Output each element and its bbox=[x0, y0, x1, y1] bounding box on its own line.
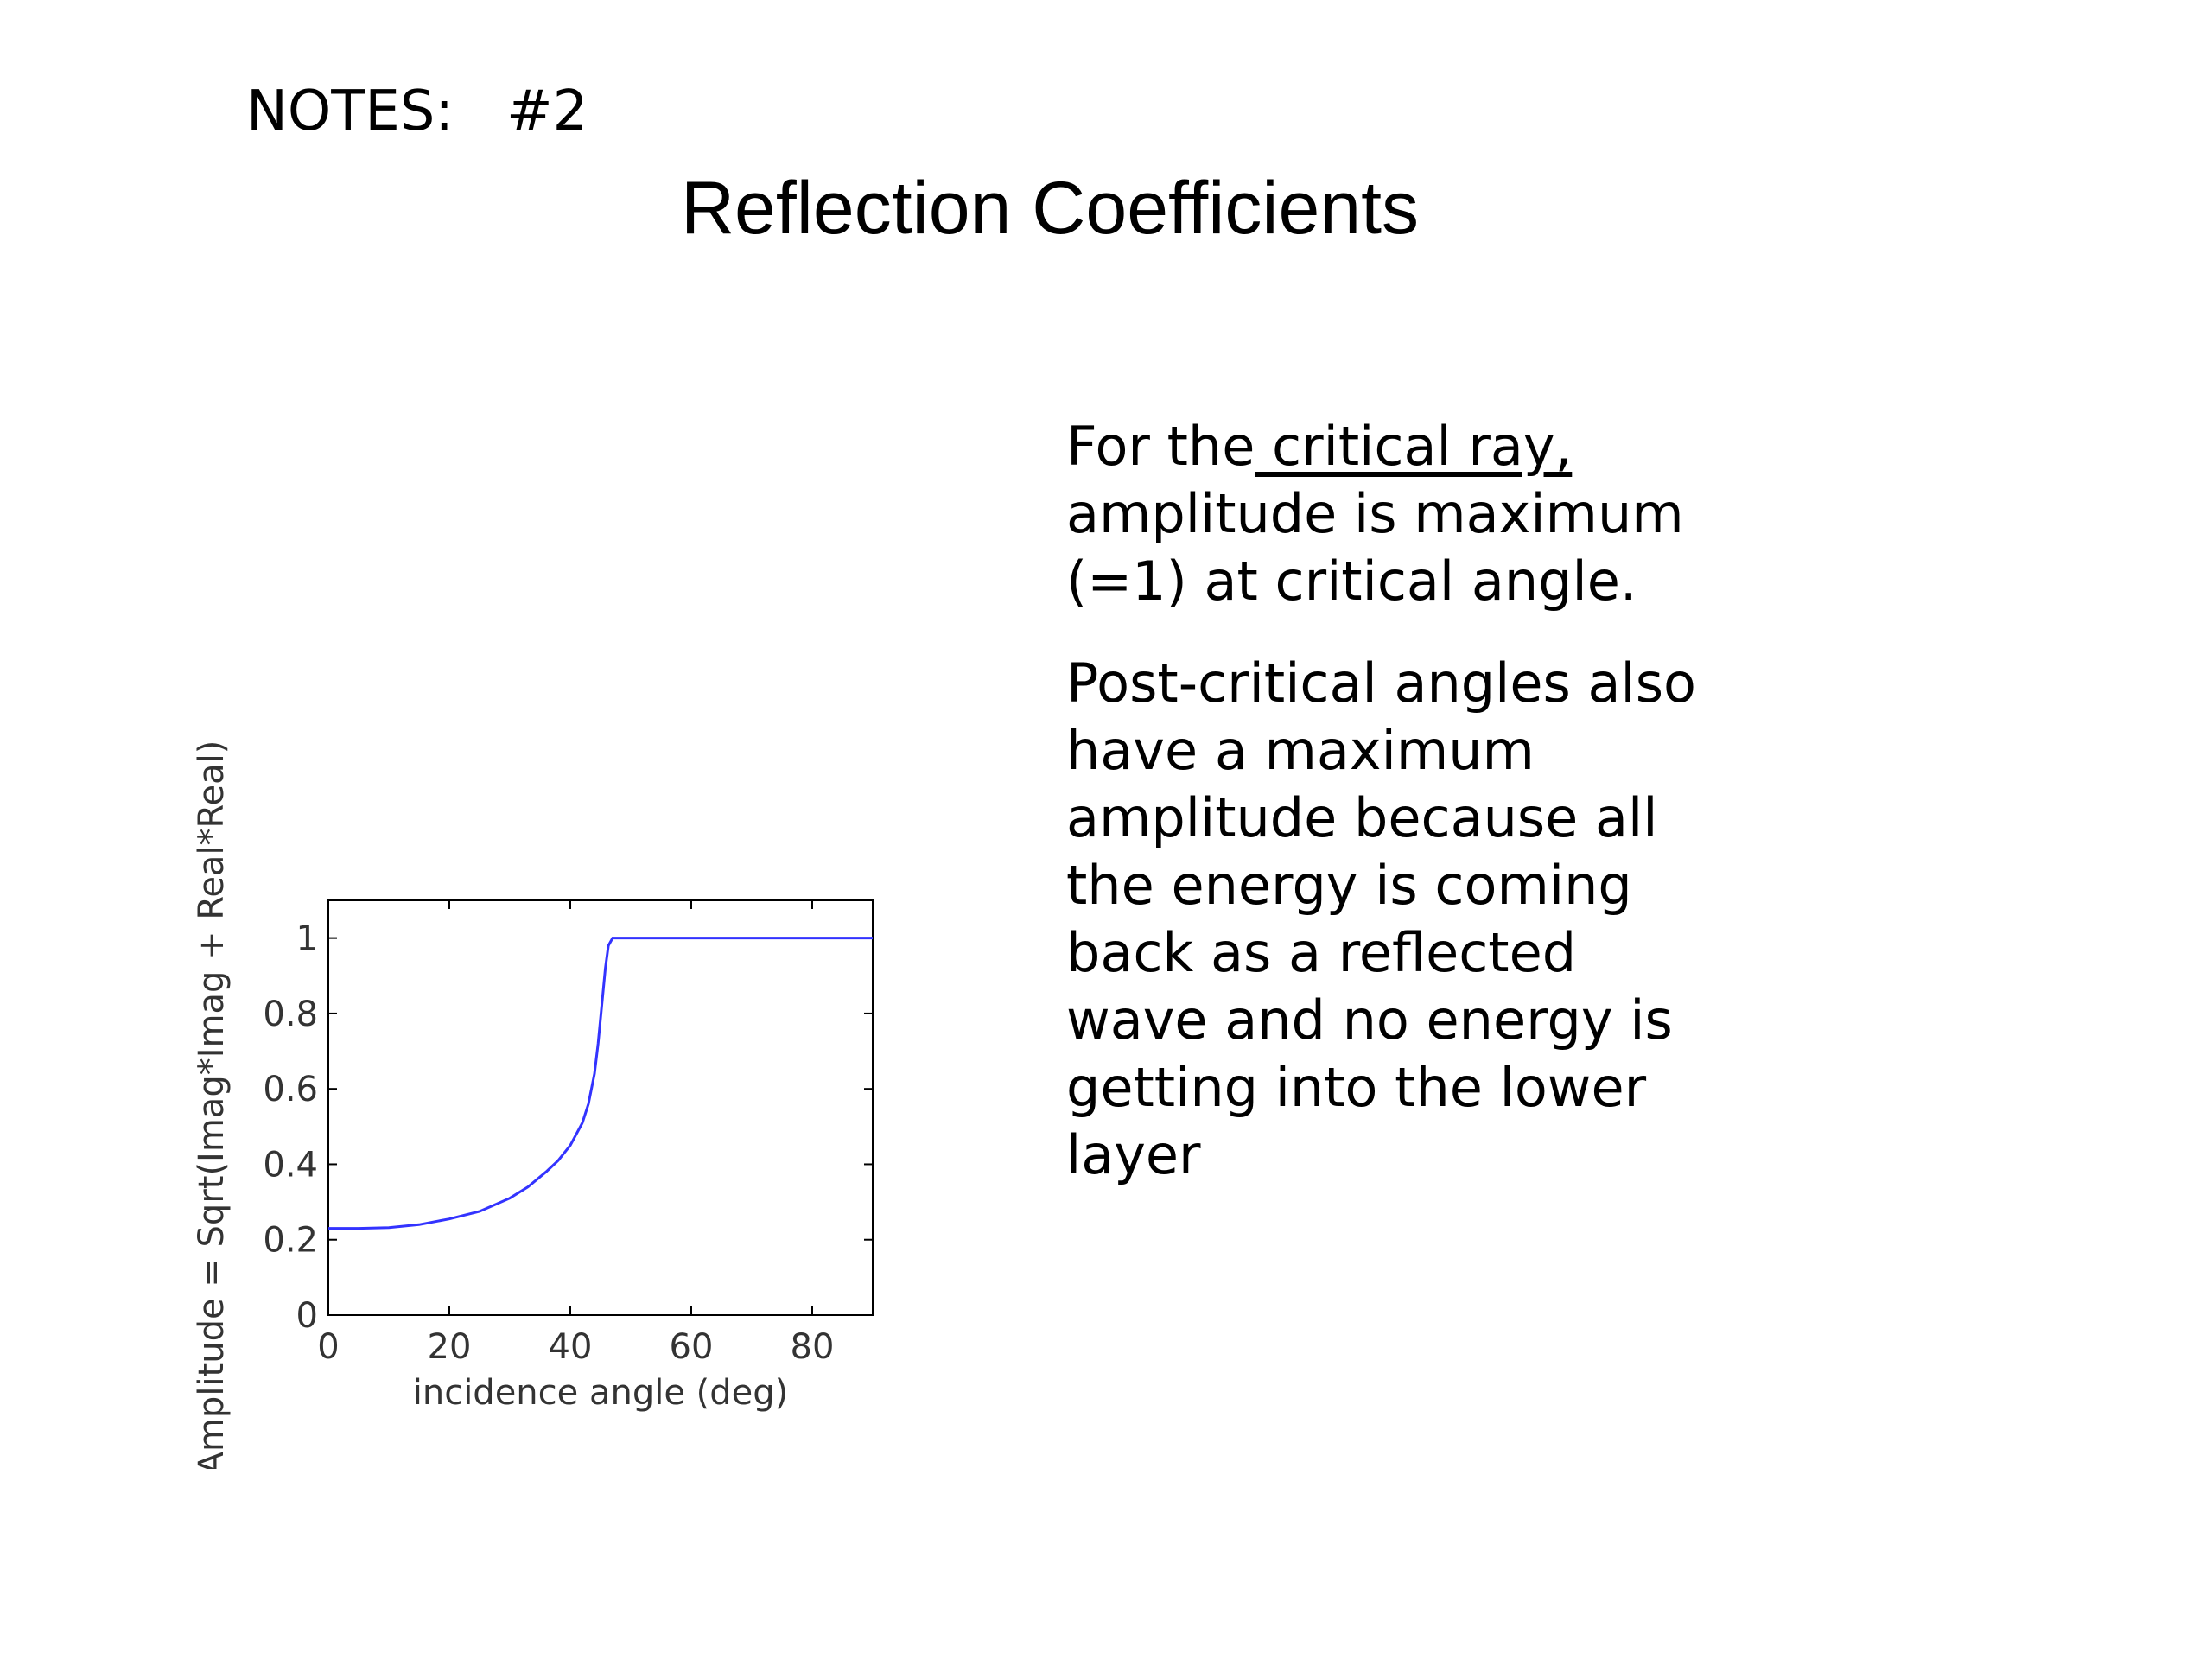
x-axis-label: incidence angle (deg) bbox=[413, 1373, 789, 1413]
x-tick-label: 60 bbox=[670, 1327, 714, 1367]
y-axis-ticks: 0 0.2 0.4 0.6 0.8 1 bbox=[263, 919, 873, 1336]
notes-paragraph-critical-ray: For the critical ray, amplitude is maxim… bbox=[1066, 413, 1723, 615]
x-tick-label: 40 bbox=[549, 1327, 593, 1367]
y-tick-label: 0.6 bbox=[263, 1070, 318, 1109]
amplitude-series-line bbox=[328, 937, 873, 1230]
y-tick-label: 0.8 bbox=[263, 995, 318, 1034]
notes-label: NOTES: #2 bbox=[246, 79, 588, 143]
y-tick-label: 0.4 bbox=[263, 1145, 318, 1185]
y-axis-label: Amplitude = Sqrt(Imag*Imag + Real*Real) bbox=[192, 741, 232, 1469]
x-tick-label: 0 bbox=[317, 1327, 339, 1367]
notes-para1-after: amplitude is maximum (=1) at critical an… bbox=[1066, 482, 1684, 613]
notes-para1-underlined: critical ray, bbox=[1255, 415, 1573, 478]
plot-frame bbox=[327, 899, 874, 1316]
notes-para1-before: For the bbox=[1066, 415, 1255, 478]
x-tick-label: 20 bbox=[428, 1327, 472, 1367]
notes-text: For the critical ray, amplitude is maxim… bbox=[1066, 413, 1723, 1224]
notes-paragraph-post-critical: Post-critical angles also have a maximum… bbox=[1066, 652, 1696, 1186]
y-tick-label: 1 bbox=[296, 919, 318, 959]
x-axis-ticks: 0 20 40 60 80 bbox=[317, 900, 834, 1367]
y-tick-label: 0 bbox=[296, 1296, 318, 1336]
x-tick-label: 80 bbox=[791, 1327, 835, 1367]
reflection-amplitude-chart: 0 0.2 0.4 0.6 0.8 1 0 20 40 60 80 incidence angle… bbox=[192, 741, 874, 1469]
slide-title: Reflection Coefficients bbox=[680, 167, 1420, 250]
y-tick-label: 0.2 bbox=[263, 1221, 318, 1261]
